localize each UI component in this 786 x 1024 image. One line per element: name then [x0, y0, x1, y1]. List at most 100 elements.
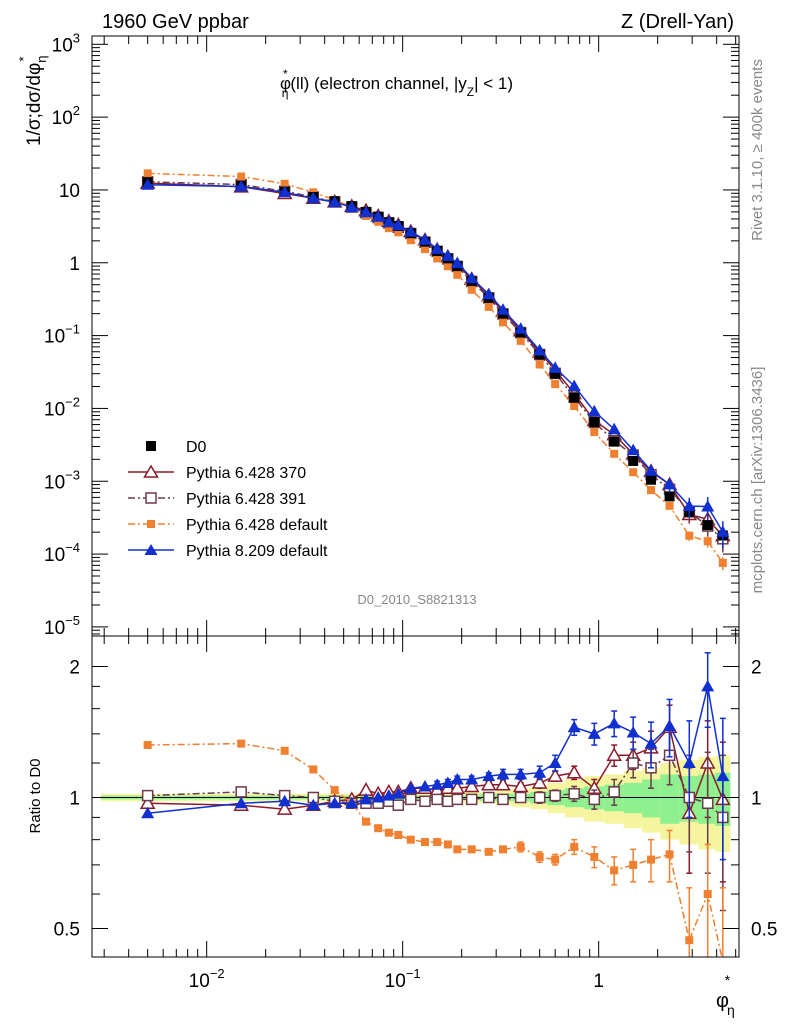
point-ratio-pythia-6-428-default-2	[280, 746, 289, 755]
legend-marker-pythia6-default	[147, 520, 155, 528]
point-main-pythia-8-209-default-4	[328, 195, 342, 208]
band-inner-25	[642, 779, 661, 818]
point-main-pythia-8-209-default-9	[391, 218, 405, 231]
point-main-d0-25	[646, 474, 657, 485]
point-ratio-pythia-8-209-default-26	[663, 719, 677, 731]
point-main-pythia-8-209-default-18	[514, 322, 528, 334]
point-ratio-pythia-6-428-default-6	[361, 817, 370, 826]
point-ratio-pythia-6-428-391-10	[405, 793, 417, 806]
series-main-pythia-6-428-default	[143, 169, 727, 570]
point-ratio-pythia-6-428-default-15	[467, 845, 476, 854]
point-ratio-pythia-8-209-default-7	[371, 790, 385, 803]
series-ratio-pythia-6-428-391	[141, 729, 729, 912]
point-main-pythia-6-428-default-26	[665, 501, 674, 510]
point-ratio-pythia-6-428-370-21	[566, 764, 582, 779]
legend: D0 Pythia 6.428 370 Pythia 6.428 391 Pyt…	[128, 439, 328, 560]
ratio-y-tick-label-2: 2	[69, 657, 80, 678]
point-ratio-pythia-8-209-default-16	[482, 769, 496, 782]
point-main-d0-28	[702, 520, 713, 531]
line-main-pythia-6-428-370	[147, 182, 724, 537]
main-y-tick-label-10: 10	[59, 181, 80, 202]
point-main-pythia-6-428-default-14	[453, 270, 462, 279]
plot-title-end: | < 1)	[474, 74, 513, 93]
point-ratio-pythia-6-428-370-16	[480, 776, 497, 791]
x-label-phi: φ	[716, 990, 729, 1012]
point-main-pythia-8-209-default-12	[430, 242, 444, 254]
point-main-pythia-8-209-default-21	[567, 379, 581, 392]
point-main-pythia-8-209-default-11	[418, 233, 432, 245]
point-ratio-pythia-6-428-default-16	[484, 847, 493, 856]
point-main-pythia-6-428-default-2	[280, 179, 289, 188]
legend-entry-pythia6-370: Pythia 6.428 370	[128, 464, 306, 482]
point-ratio-pythia-8-209-default-29	[716, 769, 730, 782]
point-main-pythia-8-209-default-23	[607, 422, 621, 435]
point-main-pythia-6-428-default-22	[590, 428, 599, 437]
point-ratio-pythia-8-209-default-6	[359, 792, 373, 805]
point-ratio-pythia-6-428-391-24	[627, 757, 639, 769]
point-ratio-pythia-6-428-default-22	[590, 852, 599, 861]
point-main-pythia-8-209-default-7	[371, 210, 385, 222]
point-ratio-pythia-8-209-default-5	[345, 796, 359, 809]
point-main-pythia-6-428-default-8	[384, 224, 393, 233]
series-main-d0	[142, 177, 728, 541]
point-ratio-pythia-8-209-default-9	[391, 787, 405, 799]
point-ratio-pythia-8-209-default-25	[644, 737, 658, 749]
point-main-pythia-8-209-default-13	[441, 249, 455, 261]
point-ratio-pythia-8-209-default-18	[514, 767, 528, 780]
point-ratio-pythia-6-428-default-25	[647, 855, 656, 864]
legend-entry-d0: D0	[146, 439, 207, 456]
main-y-label-text: 1/σ;dσ/dφ	[24, 63, 45, 146]
point-ratio-pythia-8-209-default-24	[626, 726, 640, 738]
point-ratio-pythia-6-428-default-4	[330, 786, 339, 795]
point-ratio-pythia-6-428-391-0	[141, 789, 154, 802]
point-main-pythia-8-209-default-26	[663, 477, 677, 490]
point-ratio-pythia-6-428-default-13	[443, 840, 452, 849]
legend-marker-d0	[146, 441, 156, 451]
x-label-star: *	[725, 972, 731, 988]
point-main-pythia-8-209-default-28	[701, 500, 715, 512]
ratio-y-axis-label: Ratio to D0	[27, 758, 44, 833]
point-ratio-pythia-8-209-default-4	[328, 796, 342, 809]
plot-title-rest: (ll) (electron channel, |y	[290, 74, 467, 93]
point-ratio-pythia-6-428-391-22	[588, 793, 601, 806]
point-ratio-pythia-6-428-default-3	[309, 765, 318, 774]
point-main-d0-26	[664, 491, 675, 502]
legend-label-pythia6-391: Pythia 6.428 391	[186, 491, 306, 508]
point-main-pythia-6-428-default-21	[570, 402, 579, 411]
point-ratio-pythia-6-428-391-11	[419, 795, 431, 808]
point-ratio-pythia-6-428-391-17	[497, 793, 509, 806]
ratio-plot-frame	[91, 635, 740, 958]
point-main-pythia-8-209-default-27	[682, 499, 696, 512]
energy-title: 1960 GeV ppbar	[102, 11, 249, 33]
point-main-pythia-6-428-default-25	[647, 486, 656, 495]
point-main-pythia-8-209-default-2	[278, 185, 292, 198]
point-main-pythia-6-428-default-7	[374, 217, 383, 226]
point-ratio-pythia-6-428-default-1	[237, 739, 246, 748]
point-ratio-pythia-8-209-default-12	[430, 778, 444, 790]
point-main-pythia-6-428-default-15	[467, 285, 476, 294]
legend-marker-pythia8-default	[144, 544, 158, 555]
ratio-y-tick-label-right-0.5: 0.5	[751, 919, 777, 940]
plot-title-star: *	[283, 67, 288, 81]
point-main-d0-21	[569, 392, 580, 403]
point-main-pythia-6-428-default-0	[143, 169, 152, 178]
plot-title-phi: φ	[280, 74, 291, 93]
point-ratio-pythia-6-428-370-18	[512, 778, 529, 793]
main-y-tick-label-1e2: 102	[52, 103, 80, 129]
legend-marker-pythia6-391	[145, 492, 157, 504]
point-main-pythia-8-209-default-22	[587, 404, 601, 417]
point-ratio-pythia-6-428-370-20	[547, 768, 563, 782]
legend-label-pythia8-default: Pythia 8.209 default	[186, 543, 328, 560]
series-ratio-pythia-6-428-default	[143, 739, 726, 957]
point-main-pythia-8-209-default-10	[404, 225, 418, 237]
main-y-tick-label-1e-5: 10−5	[44, 613, 80, 639]
main-y-tick-label-1e-2: 10−2	[44, 394, 80, 420]
main-y-tick-label-1e-4: 10−4	[44, 540, 80, 566]
point-main-pythia-6-428-default-17	[498, 318, 507, 327]
ratio-y-tick-label-right-1: 1	[751, 788, 762, 809]
point-ratio-pythia-8-209-default-3	[306, 798, 320, 811]
point-main-pythia-6-428-default-1	[237, 172, 246, 181]
point-main-d0-20	[550, 368, 561, 379]
point-main-pythia-8-209-default-25	[644, 464, 658, 476]
point-ratio-pythia-8-209-default-17	[496, 767, 510, 780]
